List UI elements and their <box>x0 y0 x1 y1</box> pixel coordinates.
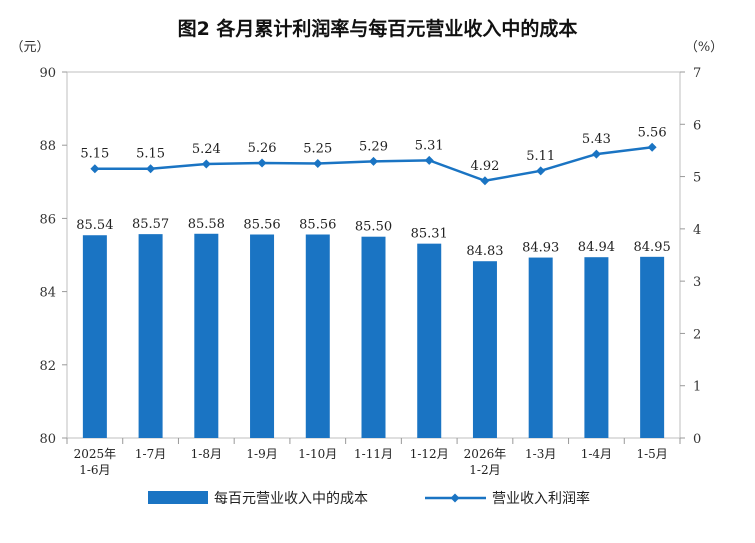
bar <box>528 257 553 438</box>
left-tick-label: 80 <box>39 432 56 447</box>
line-point <box>201 159 211 169</box>
bar <box>138 234 163 438</box>
line-point <box>647 142 657 152</box>
legend-line-marker <box>450 493 460 503</box>
category-label: 1-10月 <box>298 447 337 461</box>
line-value-label: 5.24 <box>192 142 221 157</box>
bar <box>194 233 219 438</box>
left-axis-unit: （元） <box>10 40 49 55</box>
category-label: 1-3月 <box>525 447 556 461</box>
bar <box>82 235 107 438</box>
bar <box>640 256 665 438</box>
category-label: 1-5月 <box>636 447 667 461</box>
line-value-label: 4.92 <box>470 159 499 174</box>
line-value-label: 5.56 <box>638 125 667 140</box>
line-point <box>591 149 601 159</box>
chart-title: 图2 各月累计利润率与每百元营业收入中的成本 <box>177 18 578 40</box>
right-tick-label: 7 <box>693 66 701 81</box>
bar-series <box>82 233 665 438</box>
line-point <box>90 164 100 174</box>
left-tick-label: 90 <box>39 66 56 81</box>
left-tick-label: 86 <box>39 212 56 227</box>
category-label: 2026年 <box>464 447 507 461</box>
line-value-label: 5.31 <box>415 138 444 153</box>
right-tick-label: 0 <box>693 432 701 447</box>
line-value-label: 5.11 <box>526 149 555 164</box>
bar-value-label: 85.54 <box>76 218 113 233</box>
line-point <box>424 155 434 165</box>
line-point <box>257 158 267 168</box>
data-labels: 85.54 85.57 85.58 85.56 85.56 85.50 85.31 84.83… <box>76 125 670 259</box>
category-label: 1-8月 <box>191 447 222 461</box>
line-value-label: 5.15 <box>136 147 165 162</box>
line-value-label: 5.43 <box>582 132 611 147</box>
bar-value-label: 85.50 <box>355 220 392 235</box>
right-tick-label: 3 <box>693 275 701 290</box>
line-point <box>146 164 156 174</box>
line-value-label: 5.26 <box>248 141 277 156</box>
bar <box>250 234 275 438</box>
bar-value-label: 84.94 <box>578 240 615 255</box>
left-tick-label: 82 <box>39 359 56 374</box>
line-point <box>313 159 323 168</box>
right-tick-label: 4 <box>693 223 701 238</box>
line-point <box>480 176 490 186</box>
bar-value-label: 84.95 <box>634 240 671 255</box>
bar <box>584 257 609 438</box>
bar-value-label: 84.83 <box>466 244 503 259</box>
right-tick-label: 5 <box>693 171 701 186</box>
right-tick-label: 6 <box>693 118 701 133</box>
category-label: 1-4月 <box>581 447 612 461</box>
bar-value-label: 84.93 <box>522 241 559 256</box>
left-tick-label: 88 <box>39 139 56 154</box>
category-label: 1-11月 <box>354 447 393 461</box>
bar-value-label: 85.58 <box>188 217 225 232</box>
category-label: 2025年 <box>74 447 117 461</box>
bar-value-label: 85.56 <box>243 218 280 233</box>
right-tick-label: 1 <box>693 380 701 395</box>
right-tick-label: 2 <box>693 327 701 342</box>
legend-bar-swatch <box>148 491 208 504</box>
bar <box>305 234 330 438</box>
left-tick-label: 84 <box>39 286 56 301</box>
category-label: 1-2月 <box>469 463 500 477</box>
axes: 80 82 84 86 88 90 0 1 2 3 4 5 6 7 （元） （%） 2025年 1-6月 1-7月 1… <box>10 40 723 477</box>
line-value-label: 5.15 <box>80 147 109 162</box>
category-label: 1-7月 <box>135 447 166 461</box>
bar <box>417 243 442 438</box>
bar-value-label: 85.56 <box>299 218 336 233</box>
category-label: 1-6月 <box>79 463 110 477</box>
line-value-label: 5.25 <box>303 142 332 157</box>
line-point <box>369 156 378 166</box>
bar-value-label: 85.57 <box>132 217 169 232</box>
bar-value-label: 85.31 <box>411 227 448 242</box>
line-point <box>536 166 546 176</box>
legend-bar-label: 每百元营业收入中的成本 <box>214 491 368 507</box>
legend-line-label: 营业收入利润率 <box>492 490 590 507</box>
legend: 每百元营业收入中的成本 营业收入利润率 <box>148 490 590 507</box>
bar <box>361 236 386 438</box>
category-label: 1-12月 <box>410 447 449 461</box>
right-axis-unit: （%） <box>685 40 723 55</box>
bar <box>472 261 497 438</box>
line-series <box>90 142 657 186</box>
line-value-label: 5.29 <box>359 139 388 154</box>
category-label: 1-9月 <box>246 447 277 461</box>
